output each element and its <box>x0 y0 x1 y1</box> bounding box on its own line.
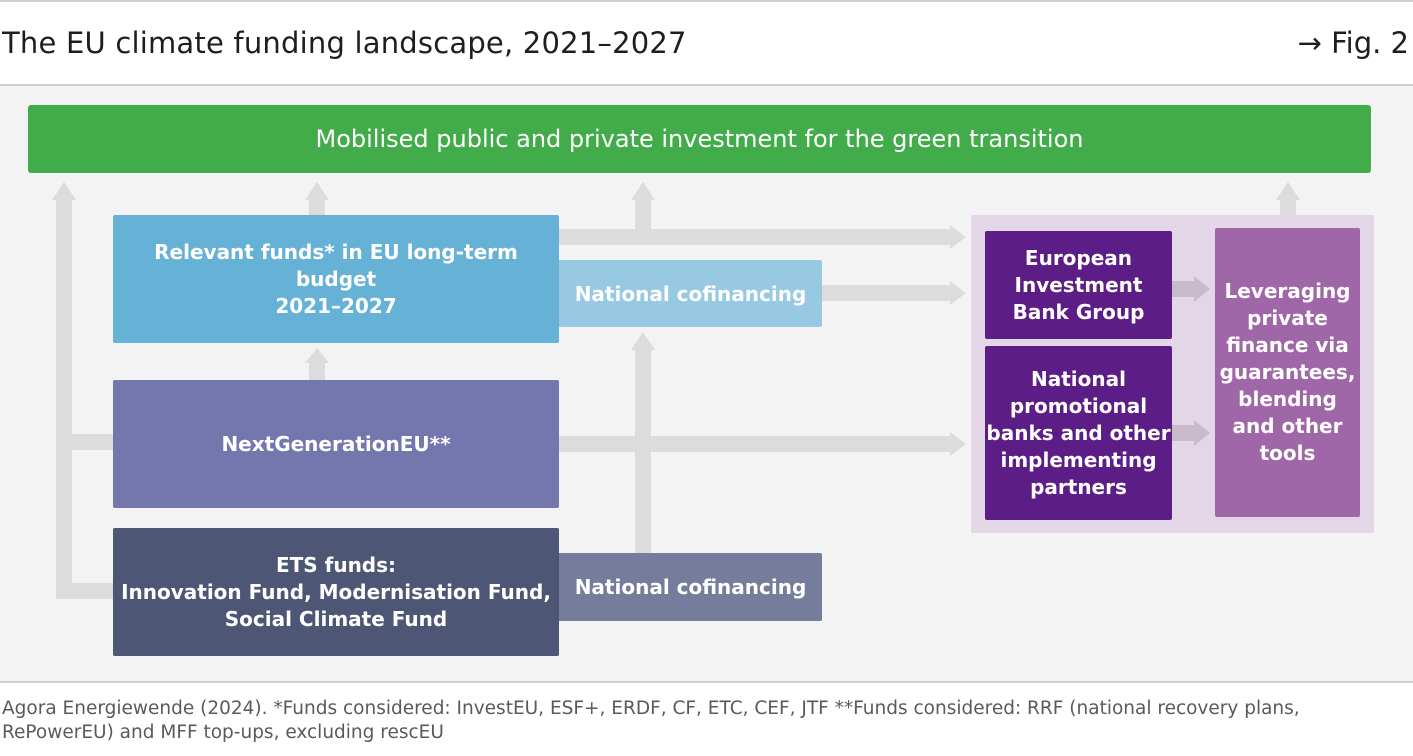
lev-line-3: finance via <box>1226 333 1349 357</box>
npb-line-4: implementing <box>1000 447 1157 472</box>
lev-line-4: guarantees, <box>1219 360 1356 384</box>
lev-line-1: Leveraging <box>1224 279 1351 303</box>
budget-right-shaft <box>559 229 952 245</box>
leveraging-private-finance-box: Leveraging private finance via guarantee… <box>1215 228 1360 517</box>
npb-line-5: partners <box>1030 474 1127 499</box>
ngeu-connector <box>56 434 113 450</box>
ngeu-up-shaft <box>309 362 325 380</box>
figure-header: The EU climate funding landscape, 2021–2… <box>0 2 1413 86</box>
ngeu-up-arrowhead <box>305 348 329 363</box>
ets-line-1: ETS funds: <box>275 552 397 577</box>
npb-right-shaft <box>1172 425 1196 441</box>
lev-line-2: private <box>1247 306 1328 330</box>
eu-budget-line-2: 2021–2027 <box>275 293 397 318</box>
eib-line-1: European <box>1024 245 1133 270</box>
middle-up-arrowhead <box>631 332 655 350</box>
npb-line-3: banks and other <box>986 420 1171 445</box>
left-collector-line <box>56 198 72 599</box>
top-rule <box>0 0 1413 2</box>
bottom-rule <box>0 681 1413 683</box>
national-cofinancing-lower: National cofinancing <box>559 553 822 621</box>
lev-line-7: tools <box>1259 441 1316 465</box>
eib-line-3: Bank Group <box>1012 299 1145 324</box>
national-cofinancing-upper: National cofinancing <box>559 260 822 327</box>
figure-title: The EU climate funding landscape, 2021–2… <box>2 26 687 60</box>
source-note: Agora Energiewende (2024). *Funds consid… <box>2 698 1300 743</box>
budget-right-arrowhead <box>950 225 966 249</box>
budget-up-shaft <box>309 198 325 215</box>
middle-top-arrowhead <box>631 182 655 200</box>
left-up-arrowhead <box>52 182 76 200</box>
eib-right-arrowhead <box>1194 276 1210 302</box>
ngeu-right-arrowhead <box>950 432 966 456</box>
next-generation-eu-box: NextGenerationEU** <box>113 380 559 508</box>
npb-right-arrowhead <box>1194 420 1210 446</box>
right-up-arrowhead <box>1276 182 1300 200</box>
budget-up-arrowhead <box>305 182 329 200</box>
mobilised-investment-bar: Mobilised public and private investment … <box>28 105 1371 173</box>
ets-connector <box>56 583 113 599</box>
npb-line-2: promotional <box>1009 393 1148 418</box>
eu-budget-box: Relevant funds* in EU long-term budget 2… <box>113 215 559 343</box>
npb-line-1: National <box>1031 366 1126 391</box>
lev-line-6: and other <box>1232 414 1343 438</box>
figure-reference: → Fig. 2 <box>1297 26 1409 60</box>
middle-top-shaft <box>635 198 651 235</box>
cofinancing-right-arrowhead <box>950 281 966 305</box>
cofinancing-right-shaft <box>822 285 952 301</box>
eu-budget-line-1: Relevant funds* in EU long-term budget <box>154 239 518 291</box>
flow-arrows <box>52 182 1300 599</box>
ngeu-right-shaft <box>559 436 952 452</box>
ets-line-3: Social Climate Fund <box>224 606 448 631</box>
lev-line-5: blending <box>1238 387 1337 411</box>
national-promotional-banks-box: National promotional banks and other imp… <box>985 346 1172 520</box>
eib-right-shaft <box>1172 281 1196 297</box>
eib-line-2: Investment <box>1014 272 1143 297</box>
right-up-shaft <box>1280 198 1296 215</box>
ets-line-2: Innovation Fund, Modernisation Fund, <box>121 579 551 604</box>
ets-funds-box: ETS funds: Innovation Fund, Modernisatio… <box>113 528 559 656</box>
diagram-canvas: Mobilised public and private investment … <box>0 86 1413 681</box>
eib-group-box: European Investment Bank Group <box>985 231 1172 339</box>
panel-arrows <box>1172 276 1210 446</box>
